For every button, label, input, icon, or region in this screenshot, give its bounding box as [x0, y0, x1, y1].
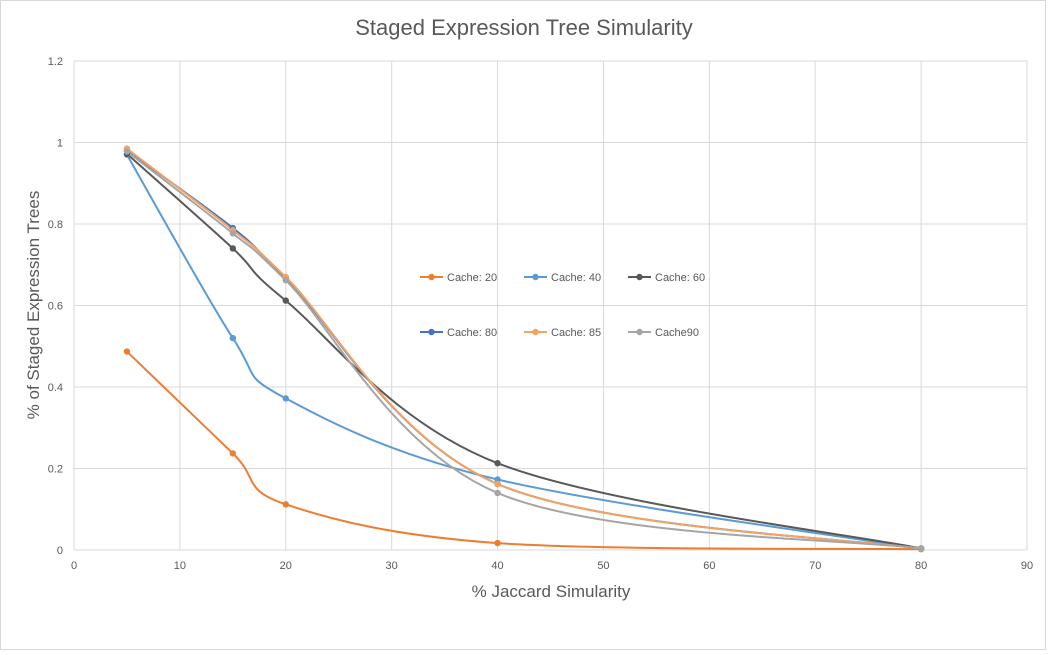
chart-title: Staged Expression Tree Simularity: [355, 15, 693, 40]
data-point: [229, 245, 237, 252]
legend-label: Cache90: [655, 327, 699, 339]
x-tick-label: 30: [386, 560, 398, 572]
legend-label: Cache: 60: [655, 272, 705, 284]
data-point: [123, 148, 131, 155]
legend-marker: [532, 328, 539, 336]
data-point: [494, 460, 501, 467]
legend-item: Cache: 40: [524, 272, 601, 284]
y-tick-label: 0.4: [48, 382, 63, 394]
x-tick-label: 20: [280, 560, 292, 572]
data-point: [229, 450, 237, 457]
legend-label: Cache: 80: [447, 327, 497, 339]
y-axis-ticks: 0 0.2 0.4 0.6 0.8 1 1.2: [48, 56, 63, 557]
data-point: [282, 395, 289, 402]
legend-item: Cache: 60: [628, 272, 705, 284]
legend-item: Cache90: [628, 327, 699, 339]
legend-item: Cache: 20: [420, 272, 497, 284]
x-tick-label: 60: [703, 560, 715, 572]
legend-label: Cache: 40: [551, 272, 601, 284]
x-tick-label: 70: [809, 560, 821, 572]
data-point: [282, 297, 289, 304]
series-line: [126, 150, 922, 550]
x-tick-label: 0: [71, 560, 77, 572]
x-axis-ticks: 0 10 20 30 40 50 60 70 80 90: [71, 560, 1033, 572]
x-tick-label: 80: [915, 560, 927, 572]
data-point: [282, 501, 289, 508]
data-point: [229, 230, 237, 237]
data-point: [494, 480, 501, 488]
data-point: [494, 489, 501, 497]
x-tick-label: 10: [174, 560, 186, 572]
series-points: [123, 145, 925, 553]
legend-label: Cache: 20: [447, 272, 497, 284]
series-lines: [126, 147, 922, 551]
y-tick-label: 0: [57, 545, 63, 557]
series-line: [126, 154, 922, 550]
legend-marker: [428, 328, 435, 336]
legend-marker: [428, 273, 435, 281]
series-line: [126, 350, 922, 551]
y-tick-label: 1.2: [48, 56, 63, 68]
y-tick-label: 0.2: [48, 464, 63, 476]
legend-marker: [532, 273, 539, 281]
data-point: [494, 539, 501, 547]
grid: [73, 60, 1028, 551]
y-axis-title: % of Staged Expression Trees: [24, 191, 43, 420]
y-tick-label: 1: [57, 138, 63, 150]
legend-item: Cache: 85: [524, 327, 601, 339]
x-tick-label: 90: [1021, 560, 1033, 572]
data-point: [123, 348, 131, 355]
legend-label: Cache: 85: [551, 327, 601, 339]
series-line: [126, 153, 922, 550]
data-point: [494, 476, 501, 483]
legend-marker: [636, 273, 643, 281]
data-point: [229, 334, 237, 342]
series-line: [126, 149, 922, 550]
x-axis-title: % Jaccard Simularity: [472, 582, 631, 601]
legend-item: Cache: 80: [420, 327, 497, 339]
data-point: [917, 545, 925, 552]
legend-marker: [636, 328, 643, 336]
data-point: [282, 277, 289, 284]
legend: Cache: 20 Cache: 40 Cache: 60 Cache: 80 Cach…: [420, 272, 705, 339]
x-tick-label: 50: [597, 560, 609, 572]
y-tick-label: 0.8: [48, 219, 63, 231]
y-tick-label: 0.6: [48, 301, 63, 313]
series-line: [126, 147, 922, 550]
x-tick-label: 40: [491, 560, 503, 572]
